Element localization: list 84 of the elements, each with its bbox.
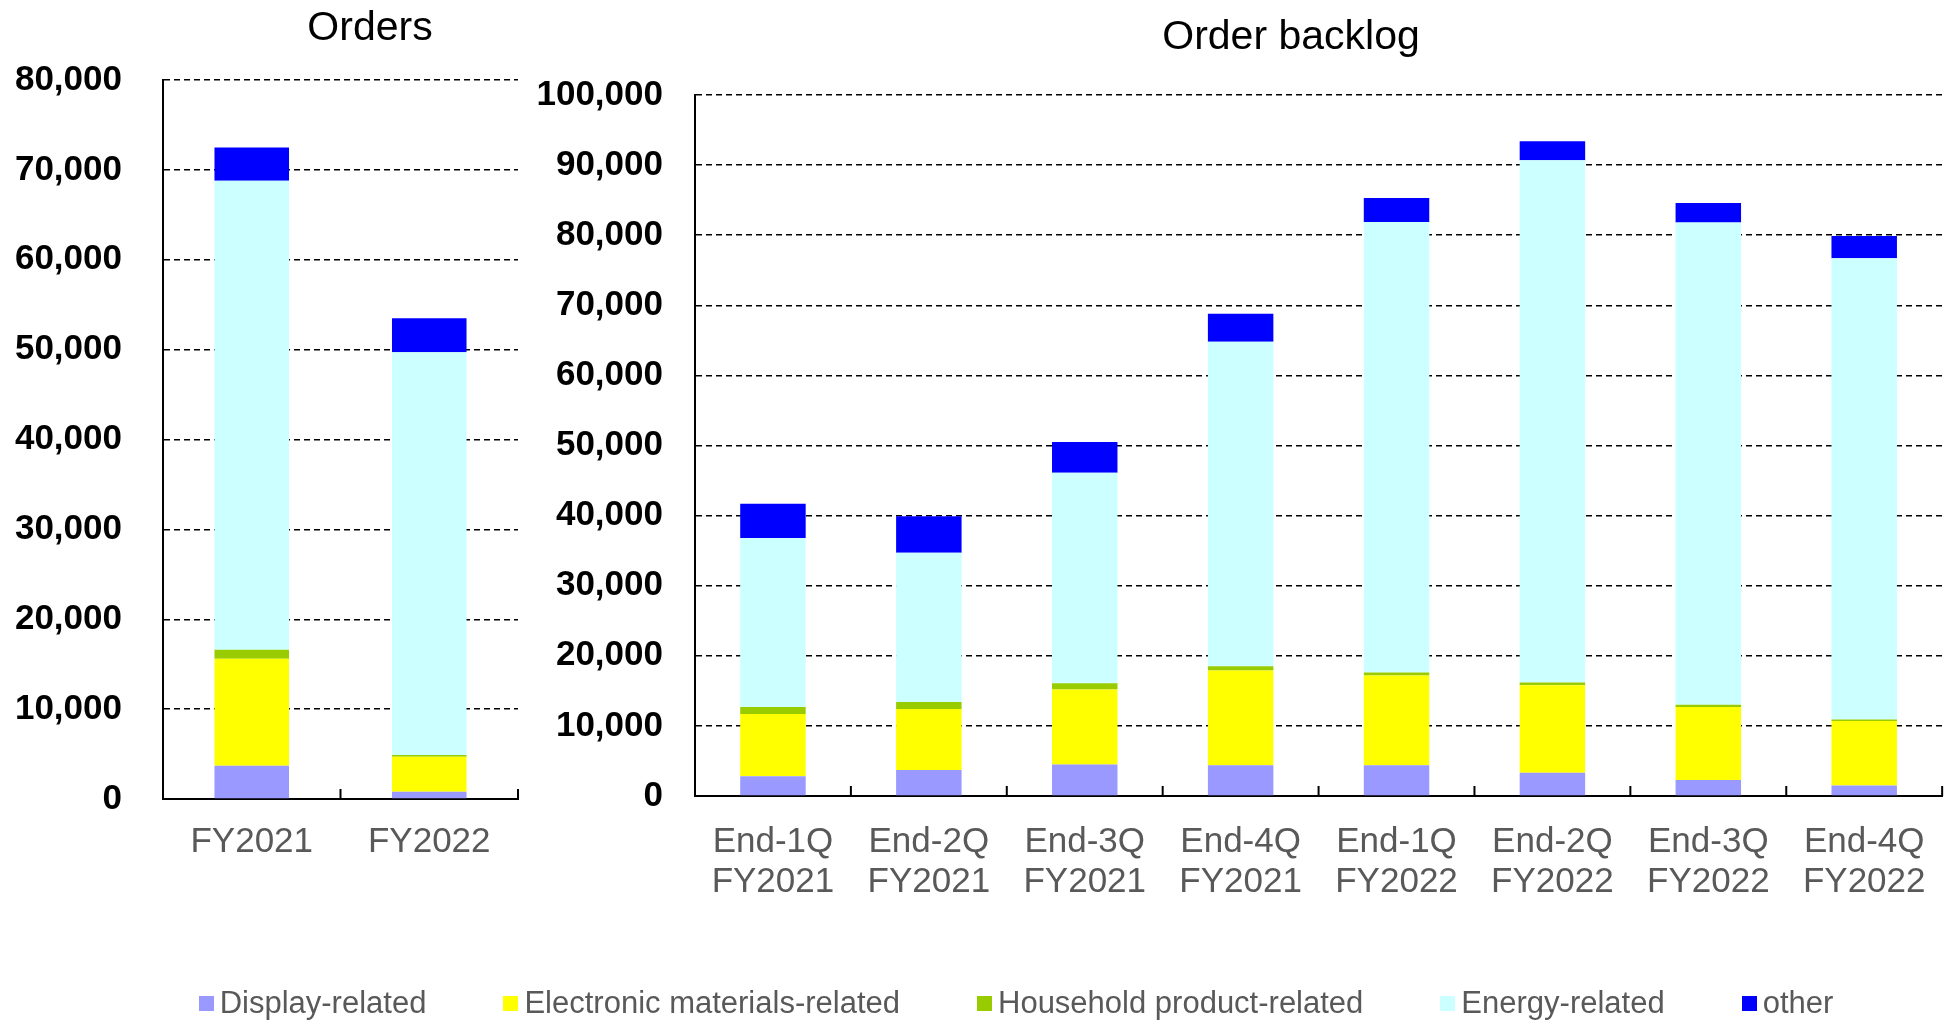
chart-title: Order backlog <box>1162 11 1420 59</box>
x-tick-label: End-1Q FY2022 <box>1335 819 1458 899</box>
y-tick-label: 40,000 <box>555 493 663 533</box>
bar <box>1207 341 1274 667</box>
bar <box>740 776 806 796</box>
bar <box>1052 472 1118 684</box>
y-tick-label: 60,000 <box>555 353 663 393</box>
y-tick-label: 100,000 <box>536 72 663 112</box>
legend-label: other <box>1762 985 1834 1020</box>
x-tick-label: End-2Q FY2022 <box>1491 819 1614 899</box>
bar <box>214 649 290 659</box>
bar <box>1052 764 1118 796</box>
bar <box>740 538 806 707</box>
bar <box>740 706 806 714</box>
x-tick-label: End-3Q FY2021 <box>1023 819 1147 899</box>
y-tick-label: 70,000 <box>14 147 122 187</box>
y-tick-label: 60,000 <box>14 237 122 277</box>
bar <box>391 791 467 799</box>
y-tick-label: 10,000 <box>14 686 122 726</box>
bar <box>1052 689 1118 765</box>
y-tick-label: 20,000 <box>555 633 663 673</box>
x-tick-label: End-4Q FY2021 <box>1179 819 1302 899</box>
bar <box>1519 141 1586 161</box>
y-tick-label: 40,000 <box>14 417 122 457</box>
chart-title: Orders <box>307 2 433 50</box>
y-tick-label: 0 <box>643 773 663 813</box>
x-tick-label: End-2Q FY2021 <box>867 819 991 899</box>
y-tick-label: 10,000 <box>555 703 663 743</box>
bar <box>1519 682 1586 686</box>
y-tick-label: 80,000 <box>14 57 122 97</box>
legend-label: Household product-related <box>998 985 1364 1020</box>
y-tick-label: 90,000 <box>555 142 663 182</box>
bar <box>1675 222 1742 705</box>
y-tick-label: 0 <box>102 776 122 816</box>
bar <box>1363 675 1430 766</box>
x-tick-label: End-4Q FY2022 <box>1802 819 1926 899</box>
bar <box>214 658 290 766</box>
bar <box>1675 202 1742 223</box>
bar <box>1675 779 1742 796</box>
bar <box>1519 160 1586 683</box>
bar <box>1831 785 1897 796</box>
y-tick-label: 80,000 <box>555 212 663 252</box>
x-tick-label: End-3Q FY2022 <box>1647 819 1770 899</box>
bar <box>1207 670 1274 766</box>
bar <box>214 147 290 181</box>
y-tick-label: 20,000 <box>14 596 122 636</box>
bar <box>214 765 290 799</box>
bar <box>391 352 467 755</box>
bar <box>1831 235 1897 259</box>
bar <box>1052 683 1118 690</box>
bar <box>1675 706 1742 780</box>
y-tick-label: 50,000 <box>14 327 122 367</box>
legend-label: Electronic materials-related <box>524 985 900 1020</box>
bar <box>391 318 467 353</box>
y-tick-label: 50,000 <box>555 423 663 463</box>
bar <box>1363 765 1430 796</box>
bar <box>896 770 962 796</box>
y-tick-label: 30,000 <box>555 563 663 603</box>
bar <box>1363 221 1430 673</box>
bar <box>1363 198 1430 222</box>
bar <box>896 516 962 553</box>
legend-label: Energy-related <box>1461 985 1665 1020</box>
bar <box>1519 772 1586 796</box>
y-tick-label: 70,000 <box>555 282 663 322</box>
x-tick-label: FY2022 <box>367 819 491 859</box>
bar <box>1831 258 1897 720</box>
y-tick-label: 30,000 <box>14 507 122 547</box>
bar <box>1207 765 1274 796</box>
bar <box>214 180 290 650</box>
x-tick-label: End-1Q FY2021 <box>711 819 835 899</box>
bar <box>1675 704 1742 707</box>
bar <box>1519 685 1586 773</box>
bar <box>1831 720 1897 786</box>
bar <box>896 709 962 771</box>
bar <box>391 756 467 792</box>
bar <box>1207 666 1274 671</box>
bar <box>740 713 806 777</box>
bar <box>896 552 962 703</box>
bar <box>896 702 962 710</box>
legend-label: Display-related <box>219 985 427 1020</box>
bar <box>1052 442 1118 473</box>
bar <box>740 503 806 539</box>
bar <box>1207 313 1274 342</box>
x-tick-label: FY2021 <box>190 819 314 859</box>
